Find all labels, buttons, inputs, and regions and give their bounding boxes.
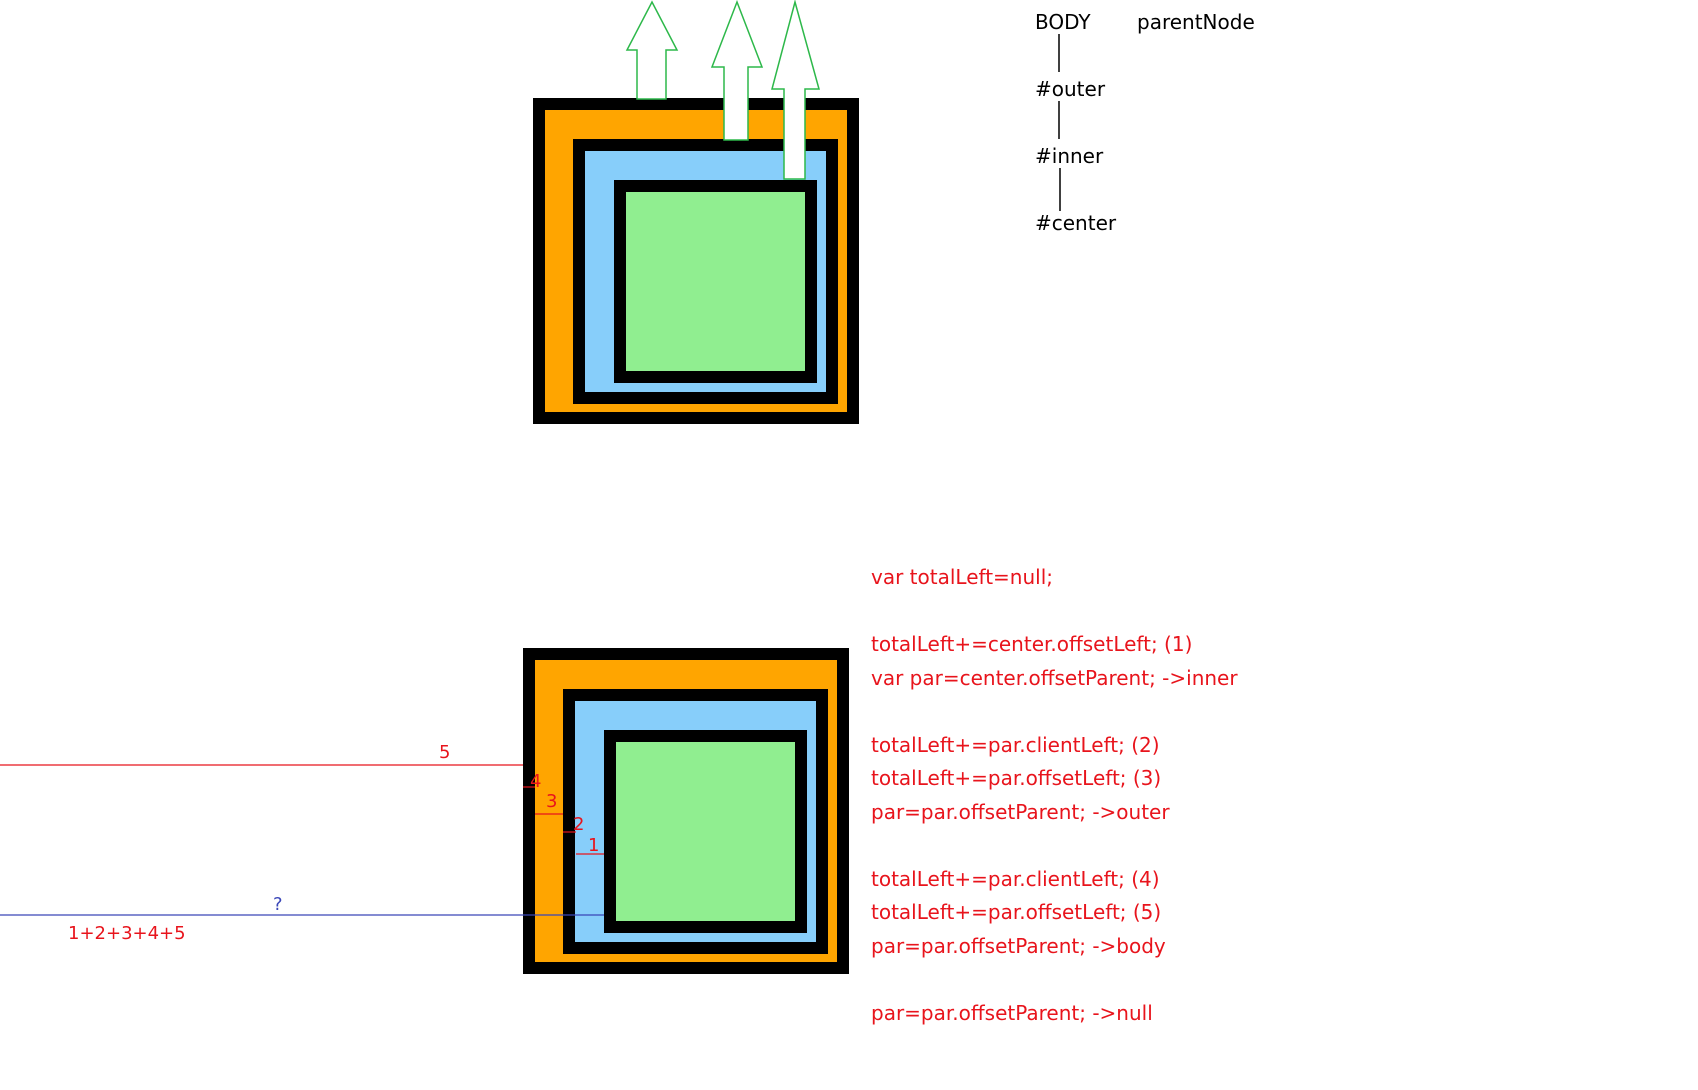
tree-connectors: [1058, 34, 1061, 211]
code-line-8: totalLeft+=par.offsetLeft; (5): [871, 900, 1162, 924]
marker-2: 2: [573, 814, 585, 835]
marker-5: 5: [439, 742, 451, 763]
marker-4: 4: [530, 771, 542, 792]
tree-node-body: BODY: [1035, 10, 1091, 34]
tree-node-inner: #inner: [1035, 144, 1104, 168]
code-line-6: par=par.offsetParent; ->outer: [871, 800, 1170, 824]
top-nested-boxes: [533, 98, 859, 424]
bottom-nested-boxes: [523, 648, 849, 974]
marker-1: 1: [588, 835, 600, 856]
sum-label: 1+2+3+4+5: [68, 923, 186, 944]
measure-lines: [0, 764, 604, 855]
tree-node-center: #center: [1035, 211, 1117, 235]
code-line-7: totalLeft+=par.clientLeft; (4): [871, 867, 1160, 891]
up-arrow-outer: [625, 0, 679, 100]
up-arrow-inner: [710, 0, 764, 141]
code-line-1: var totalLeft=null;: [871, 565, 1053, 589]
code-line-10: par=par.offsetParent; ->null: [871, 1001, 1153, 1025]
question-marker: ?: [273, 894, 283, 915]
up-arrows: [625, 0, 820, 180]
center-box-top: [614, 180, 817, 383]
up-arrow-center: [771, 0, 820, 180]
code-line-9: par=par.offsetParent; ->body: [871, 934, 1166, 958]
marker-3: 3: [546, 791, 558, 812]
center-box-bottom: [604, 730, 807, 933]
code-line-2: totalLeft+=center.offsetLeft; (1): [871, 632, 1193, 656]
tree-node-outer: #outer: [1035, 77, 1106, 101]
tree-relation-label: parentNode: [1137, 10, 1255, 34]
code-line-3: var par=center.offsetParent; ->inner: [871, 666, 1238, 690]
code-line-4: totalLeft+=par.clientLeft; (2): [871, 733, 1160, 757]
code-line-5: totalLeft+=par.offsetLeft; (3): [871, 766, 1162, 790]
